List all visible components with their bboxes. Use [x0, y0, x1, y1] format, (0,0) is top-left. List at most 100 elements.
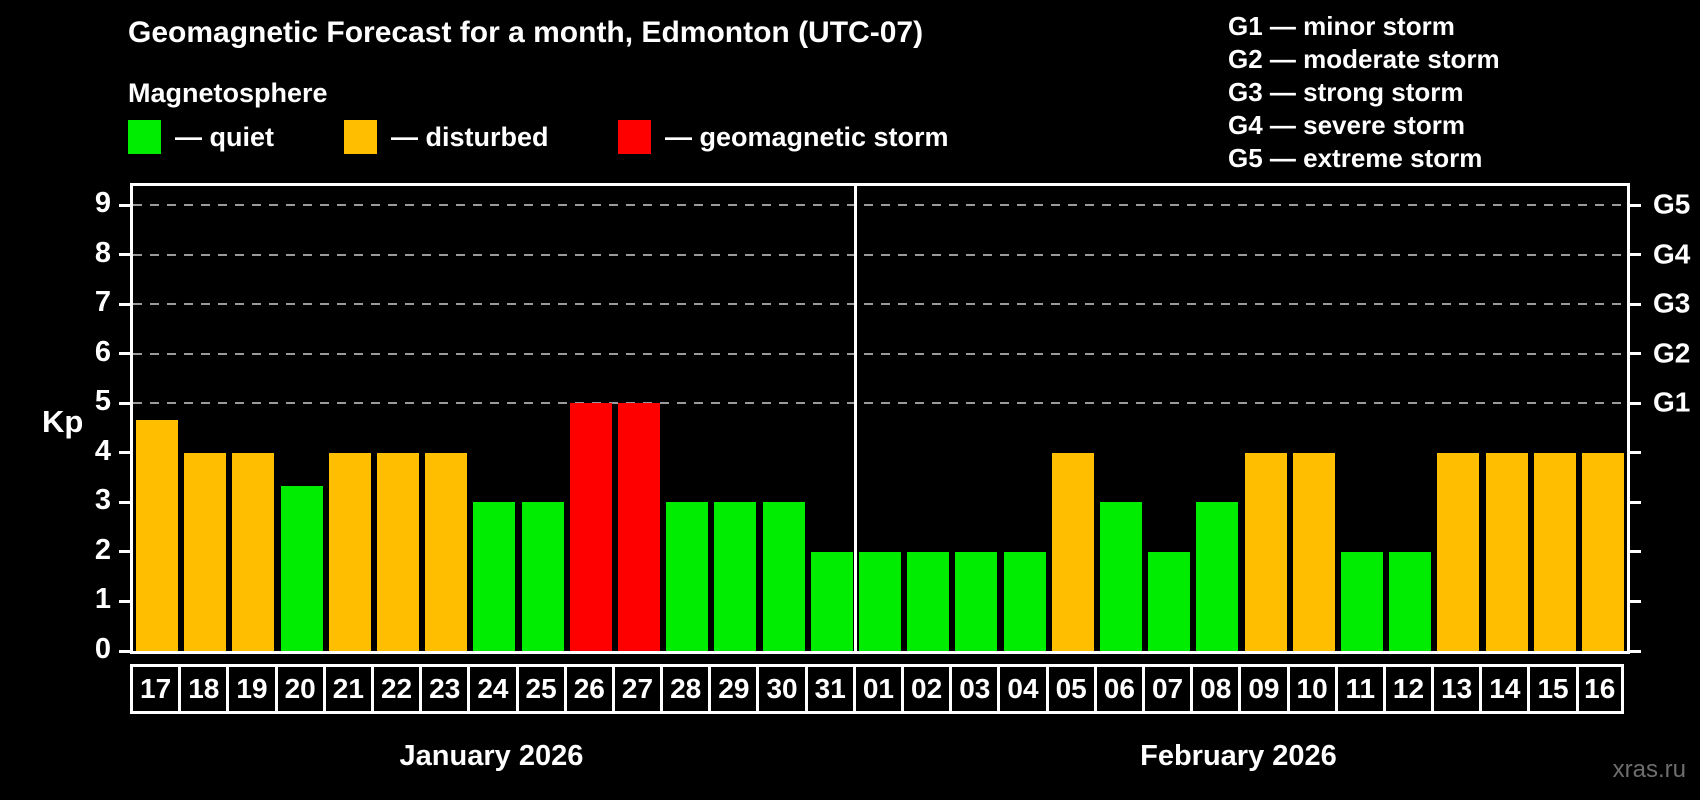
y-tick: [119, 649, 133, 653]
kp-bar-day-13: [1437, 452, 1480, 651]
kp-bar-day-05: [1051, 452, 1094, 651]
day-label-cell: 23: [419, 664, 468, 714]
day-label-cell: 19: [226, 664, 275, 714]
day-label-cell: 15: [1527, 664, 1576, 714]
y-tick: [119, 203, 133, 207]
y-tick: [119, 550, 133, 554]
kp-bar-day-19: [232, 452, 275, 651]
kp-bar-day-12: [1389, 551, 1432, 651]
day-label-cell: 12: [1382, 664, 1432, 714]
day-label-cell: 08: [1190, 664, 1239, 714]
kp-bar-day-07: [1148, 551, 1191, 651]
day-label-cell: 04: [997, 664, 1046, 714]
y-tick: [119, 451, 133, 455]
g-level-label-g2: G2: [1653, 337, 1691, 369]
kp-bar-day-15: [1533, 452, 1576, 651]
g-legend-item: G1 — minor storm: [1228, 11, 1455, 41]
kp-bar-day-11: [1340, 551, 1383, 651]
legend-swatch-disturbed: [344, 120, 377, 154]
right-tick: [1627, 203, 1641, 207]
day-label-cell: 24: [467, 664, 516, 714]
kp-bar-day-03: [955, 551, 998, 651]
kp-bar-day-24: [473, 502, 516, 651]
kp-bar-day-06: [1099, 502, 1142, 651]
right-tick: [1627, 550, 1641, 554]
y-tick-label: 6: [94, 335, 111, 368]
y-tick: [119, 401, 133, 405]
day-label-cell: 06: [1093, 664, 1142, 714]
day-label-cell: 26: [563, 664, 612, 714]
day-label-cell: 18: [178, 664, 227, 714]
y-tick: [119, 599, 133, 603]
legend-label: — quiet: [175, 121, 274, 152]
y-tick-label: 3: [94, 484, 111, 517]
day-label-cell: 30: [756, 664, 805, 714]
legend-swatch-storm: [618, 120, 651, 154]
kp-bar-day-27: [618, 403, 661, 651]
kp-bar-day-23: [425, 452, 468, 651]
day-label-cell: 10: [1286, 664, 1335, 714]
day-label-cell: 28: [660, 664, 709, 714]
right-tick: [1627, 352, 1641, 356]
kp-bar-day-28: [666, 502, 709, 651]
month-divider: [854, 186, 858, 651]
y-tick-label: 1: [94, 583, 111, 616]
y-tick-label: 2: [94, 534, 111, 567]
day-label-cell: 07: [1141, 664, 1191, 714]
y-axis-label: Kp: [42, 404, 84, 439]
chart-subtitle: Magnetosphere: [128, 78, 328, 108]
legend-label: — disturbed: [391, 121, 549, 152]
kp-bar-day-22: [377, 452, 420, 651]
month-label-1: February 2026: [1140, 740, 1337, 772]
day-label-cell: 13: [1431, 664, 1480, 714]
g-legend-item: G2 — moderate storm: [1228, 44, 1500, 74]
gridline-kp5: [133, 402, 1627, 405]
g-level-label-g1: G1: [1653, 386, 1691, 418]
kp-bar-day-29: [714, 502, 757, 651]
y-tick: [119, 253, 133, 257]
day-label-cell: 11: [1334, 664, 1383, 714]
day-label-cell: 20: [274, 664, 323, 714]
right-tick: [1627, 599, 1641, 603]
kp-bar-day-18: [184, 452, 227, 651]
right-tick: [1627, 451, 1641, 455]
kp-bar-day-31: [810, 551, 853, 651]
gridline-kp8: [133, 253, 1627, 256]
legend-label: — geomagnetic storm: [665, 121, 949, 152]
day-label-cell: 09: [1238, 664, 1287, 714]
gridline-kp7: [133, 303, 1627, 306]
y-tick-label: 5: [94, 385, 111, 418]
kp-bar-day-14: [1485, 452, 1528, 651]
g-legend-item: G4 — severe storm: [1228, 110, 1466, 140]
x-axis-day-row: 17 18 19 20 21 22 23 24 25 26 27 28 29 30 31 01 02 03 04 05…: [130, 664, 1624, 714]
y-tick-label: 9: [94, 187, 111, 220]
g-level-label-g4: G4: [1653, 237, 1691, 269]
kp-bar-day-30: [762, 502, 805, 651]
right-tick: [1627, 302, 1641, 306]
day-label-cell: 05: [1045, 664, 1094, 714]
watermark: xras.ru: [1612, 756, 1686, 783]
day-label-cell: 16: [1575, 664, 1624, 714]
y-tick-label: 7: [94, 286, 111, 319]
kp-bar-day-20: [280, 486, 323, 651]
day-label-cell: 27: [611, 664, 661, 714]
day-label-cell: 22: [370, 664, 420, 714]
legend-item-storm: — geomagnetic storm: [618, 120, 949, 154]
gridline-kp9: [133, 204, 1627, 207]
kp-bar-day-26: [569, 403, 612, 651]
legend-item-quiet: — quiet: [128, 120, 274, 154]
day-label-cell: 02: [901, 664, 950, 714]
day-label-cell: 17: [130, 664, 179, 714]
month-label-0: January 2026: [399, 740, 584, 772]
gridline-kp6: [133, 352, 1627, 355]
legend-item-disturbed: — disturbed: [344, 120, 549, 154]
status-legend: — quiet — disturbed — geomagnetic storm: [128, 120, 1028, 160]
g-level-label-g5: G5: [1653, 188, 1691, 220]
kp-bar-day-17: [136, 419, 179, 651]
day-label-cell: 01: [852, 664, 901, 714]
y-tick-label: 4: [94, 434, 111, 467]
right-tick: [1627, 253, 1641, 257]
y-tick: [119, 352, 133, 356]
right-tick: [1627, 649, 1641, 653]
day-label-cell: 31: [804, 664, 853, 714]
